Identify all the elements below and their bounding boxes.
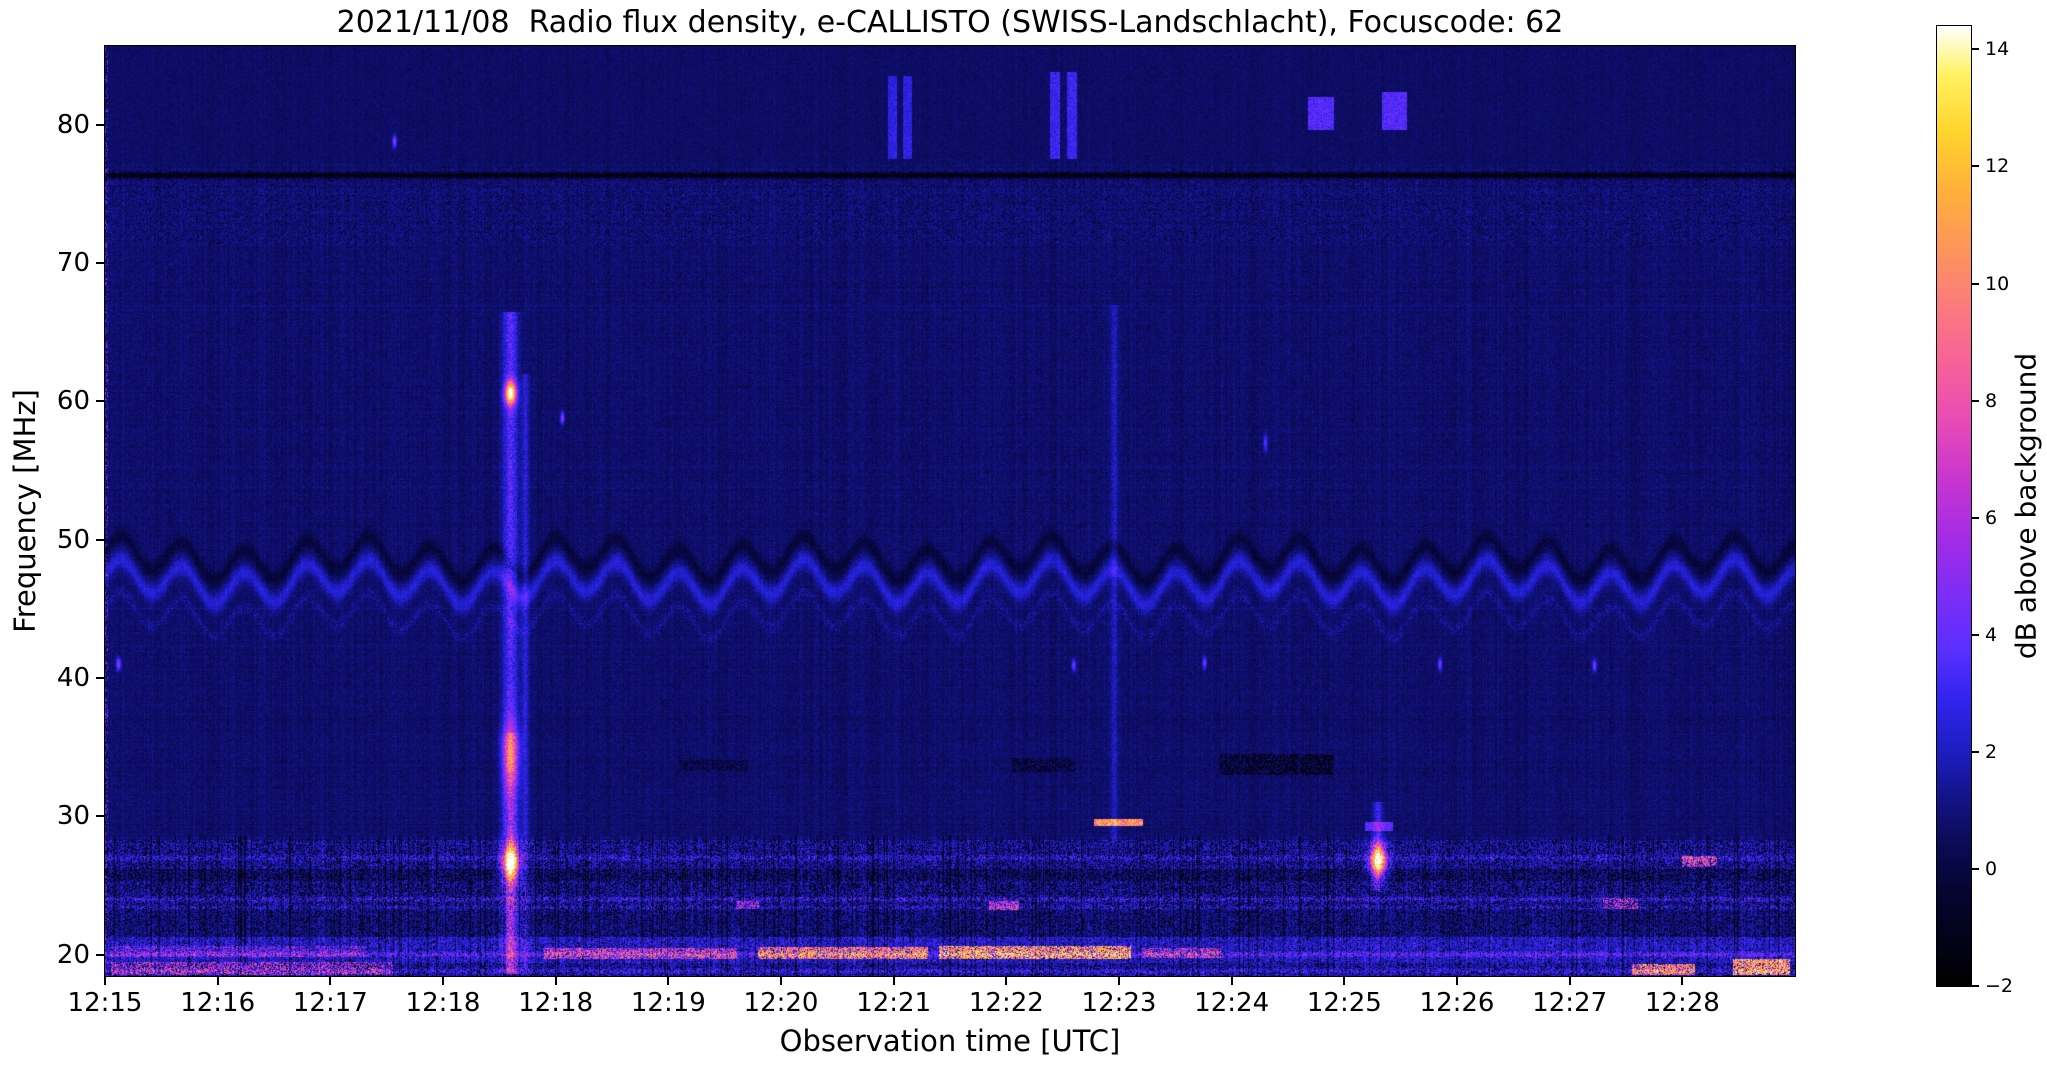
- y-tick-mark: [96, 953, 105, 956]
- x-tick-label: 12:27: [1532, 988, 1608, 1018]
- x-tick-mark: [667, 976, 670, 985]
- colorbar-tick-mark: [1972, 48, 1979, 51]
- x-tick-label: 12:26: [1419, 988, 1495, 1018]
- x-tick-label: 12:21: [856, 988, 932, 1018]
- x-tick-label: 12:18: [518, 988, 594, 1018]
- colorbar-tick-mark: [1972, 633, 1979, 636]
- x-axis: 12:15 12:16 12:17 12:18 12:18 12:19 12:20 12:21…: [68, 976, 1795, 1026]
- plot-area: [104, 45, 1796, 977]
- colorbar-tick-label: −2: [1985, 975, 2014, 997]
- y-tick-label: 20: [56, 939, 90, 970]
- y-tick-mark: [96, 123, 105, 126]
- y-tick-label: 80: [56, 109, 90, 140]
- x-tick-mark: [554, 976, 557, 985]
- y-tick-label: 60: [56, 386, 90, 417]
- y-tick-label: 50: [56, 524, 90, 555]
- y-tick-mark: [96, 815, 105, 818]
- y-tick-label: 40: [56, 662, 90, 693]
- y-tick-mark: [96, 538, 105, 541]
- x-tick-mark: [1230, 976, 1233, 985]
- colorbar-tick-mark: [1972, 282, 1979, 285]
- x-tick-label: 12:17: [292, 988, 368, 1018]
- y-tick-mark: [96, 400, 105, 403]
- colorbar: [1936, 25, 1972, 987]
- x-axis-label: Observation time [UTC]: [779, 1024, 1121, 1058]
- colorbar-tick-mark: [1972, 165, 1979, 168]
- chart-title: 2021/11/08 Radio flux density, e-CALLIST…: [336, 5, 1564, 40]
- y-axis: 20 30 40 50 60 70 80: [45, 46, 105, 976]
- x-tick-label: 12:16: [180, 988, 256, 1018]
- colorbar-tick-label: 10: [1985, 272, 2010, 295]
- y-tick-mark: [96, 262, 105, 265]
- x-tick-mark: [1681, 976, 1684, 985]
- x-tick-mark: [329, 976, 332, 985]
- x-tick-mark: [104, 976, 106, 985]
- colorbar-tick-mark: [1972, 399, 1979, 402]
- x-tick-mark: [1118, 976, 1120, 985]
- x-tick-mark: [1568, 976, 1571, 985]
- x-tick-mark: [216, 976, 219, 985]
- colorbar-tick-label: 8: [1985, 389, 1998, 412]
- x-tick-mark: [442, 976, 444, 985]
- y-tick-label: 70: [56, 248, 90, 279]
- x-tick-label: 12:24: [1194, 988, 1270, 1018]
- colorbar-tick-label: 6: [1985, 506, 1998, 529]
- y-tick-label: 30: [56, 801, 90, 832]
- x-tick-mark: [1456, 976, 1458, 985]
- x-tick-label: 12:28: [1644, 988, 1720, 1018]
- colorbar-tick-mark: [1972, 516, 1979, 519]
- x-tick-label: 12:15: [67, 988, 143, 1018]
- x-tick-label: 12:19: [630, 988, 706, 1018]
- x-tick-mark: [1343, 976, 1346, 985]
- x-tick-label: 12:22: [968, 988, 1044, 1018]
- colorbar-tick-mark: [1972, 867, 1979, 870]
- colorbar-tick-mark: [1972, 985, 1979, 987]
- colorbar-tick-label: 0: [1985, 857, 1998, 880]
- colorbar-tick-label: 12: [1985, 155, 2010, 178]
- x-tick-mark: [1005, 976, 1008, 985]
- x-tick-label: 12:25: [1306, 988, 1382, 1018]
- colorbar-label: dB above background: [2009, 352, 2043, 660]
- x-tick-label: 12:23: [1081, 988, 1157, 1018]
- colorbar-tick-label: 4: [1985, 623, 1998, 646]
- x-tick-mark: [892, 976, 895, 985]
- colorbar-tick-label: 14: [1985, 38, 2010, 61]
- x-tick-mark: [780, 976, 782, 985]
- colorbar-tick-label: 2: [1985, 740, 1998, 763]
- spectrogram-canvas: [105, 46, 1795, 976]
- colorbar-axis: 14 12 10 8 6 4 2 0 −2: [1972, 26, 2032, 997]
- y-tick-mark: [96, 676, 105, 679]
- x-tick-label: 12:18: [405, 988, 481, 1018]
- x-tick-label: 12:20: [743, 988, 819, 1018]
- colorbar-gradient: [1937, 26, 1971, 986]
- y-axis-label: Frequency [MHz]: [8, 389, 42, 633]
- colorbar-tick-mark: [1972, 750, 1979, 753]
